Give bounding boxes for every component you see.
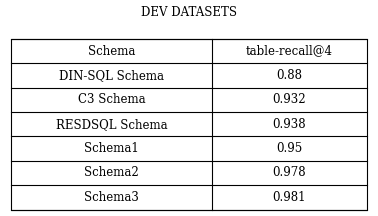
Text: 0.88: 0.88 bbox=[276, 69, 302, 82]
Text: Schema2: Schema2 bbox=[84, 167, 139, 179]
Text: table-recall@4: table-recall@4 bbox=[246, 44, 333, 58]
Text: Schema1: Schema1 bbox=[84, 142, 139, 155]
Text: Schema: Schema bbox=[88, 44, 135, 58]
Text: 0.978: 0.978 bbox=[273, 167, 306, 179]
Text: C3 Schema: C3 Schema bbox=[78, 93, 146, 106]
Text: DEV DATASETS: DEV DATASETS bbox=[141, 6, 237, 19]
Text: 0.981: 0.981 bbox=[273, 191, 306, 204]
Text: DIN-SQL Schema: DIN-SQL Schema bbox=[59, 69, 164, 82]
Text: 0.95: 0.95 bbox=[276, 142, 302, 155]
Text: RESDSQL Schema: RESDSQL Schema bbox=[56, 118, 167, 131]
Text: 0.938: 0.938 bbox=[273, 118, 306, 131]
Text: Schema3: Schema3 bbox=[84, 191, 139, 204]
Text: 0.932: 0.932 bbox=[273, 93, 306, 106]
